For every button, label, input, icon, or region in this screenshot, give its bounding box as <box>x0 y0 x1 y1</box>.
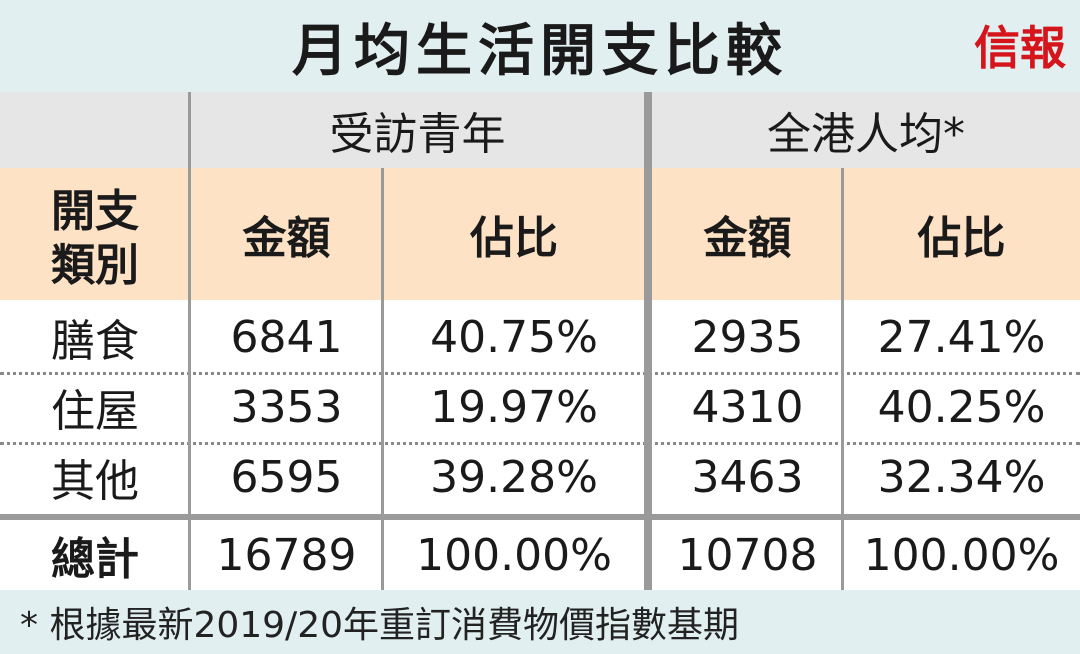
row-label: 住屋 <box>51 386 139 437</box>
column-header: 佔比 <box>917 213 1006 264</box>
total-cell: 100.00% <box>416 529 612 581</box>
table-cell: 19.97% <box>430 381 598 433</box>
footnote: * 根據最新2019/20年重訂消費物價指數基期 <box>20 605 739 646</box>
column-line <box>188 92 191 590</box>
title: 月均生活開支比較 <box>292 18 788 84</box>
row-label: 膳食 <box>51 316 139 367</box>
total-cell: 100.00% <box>863 529 1060 581</box>
total-cell: 16789 <box>216 529 357 581</box>
table-cell: 4310 <box>691 381 804 433</box>
table-cell: 6595 <box>230 451 343 503</box>
column-line <box>381 168 384 590</box>
row-separator <box>0 372 1080 375</box>
logo: 信報 <box>974 21 1066 75</box>
total-separator <box>0 514 1080 520</box>
total-label: 總計 <box>51 534 139 585</box>
group-header: 受訪青年 <box>329 109 506 160</box>
table-cell: 39.28% <box>430 451 598 503</box>
category-header: 開支 <box>51 186 139 237</box>
group-header: 全港人均* <box>767 109 965 160</box>
column-header-band <box>0 168 1080 300</box>
table-cell: 6841 <box>230 311 343 363</box>
column-line <box>841 168 844 590</box>
table-cell: 40.25% <box>877 381 1046 433</box>
column-header: 金額 <box>703 213 792 264</box>
total-cell: 10708 <box>677 529 818 581</box>
table-cell: 2935 <box>691 311 804 363</box>
column-header: 佔比 <box>470 213 558 264</box>
body-band <box>0 300 1080 590</box>
table-cell: 27.41% <box>877 311 1046 363</box>
group-header-band <box>0 92 1080 168</box>
table-cell: 40.75% <box>430 311 598 363</box>
table-cell: 3463 <box>691 451 804 503</box>
row-separator <box>0 442 1080 445</box>
table-cell: 3353 <box>230 381 343 433</box>
column-header: 金額 <box>242 213 331 264</box>
group-line <box>644 92 652 590</box>
row-label: 其他 <box>51 456 139 507</box>
category-header: 類別 <box>51 240 139 291</box>
table-cell: 32.34% <box>877 451 1046 503</box>
